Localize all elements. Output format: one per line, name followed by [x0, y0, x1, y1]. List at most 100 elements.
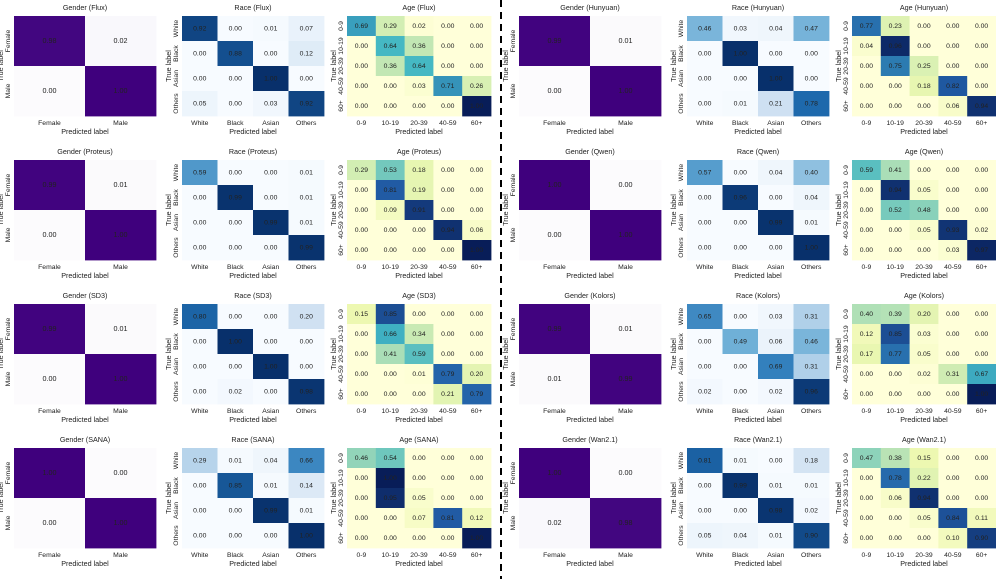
y-axis-label: True label — [329, 50, 338, 82]
heatmap-cell — [722, 235, 759, 261]
cell-value: 0.03 — [264, 100, 277, 107]
heatmap-cell — [880, 240, 910, 261]
y-tick-label: 60+ — [843, 532, 850, 544]
heatmap-cell — [404, 324, 434, 345]
y-tick-label: Black — [173, 45, 180, 62]
y-tick-label: 20-39 — [843, 489, 850, 507]
cell-value: 0.57 — [698, 169, 711, 176]
x-tick-label: 0-9 — [356, 120, 366, 127]
x-tick-label: Female — [543, 408, 566, 415]
cell-value: 0.00 — [698, 244, 711, 251]
y-tick-label: 0-9 — [843, 453, 850, 463]
y-axis-label: True label — [0, 338, 5, 370]
heatmap-cell — [758, 66, 794, 92]
heatmap-cell — [722, 304, 759, 330]
x-tick-label: 20-39 — [915, 408, 933, 415]
x-tick-label: Others — [801, 120, 822, 127]
heatmap-cell — [880, 16, 910, 37]
x-tick-label: 10-19 — [382, 408, 400, 415]
cell-value: 0.99 — [734, 482, 747, 489]
cell-value: 0.00 — [355, 43, 368, 50]
x-axis-label: Predicted label — [229, 415, 277, 424]
heatmap-cell — [404, 448, 434, 469]
heatmap-cell — [182, 235, 218, 261]
cell-value: 0.91 — [412, 207, 425, 214]
cell-value: 0.96 — [805, 388, 818, 395]
cell-value: 0.99 — [264, 219, 277, 226]
cell-value: 0.04 — [805, 194, 818, 201]
cell-value: 0.99 — [619, 374, 633, 383]
x-tick-label: White — [696, 264, 714, 271]
cell-value: 0.98 — [300, 388, 313, 395]
heatmap-cell — [433, 448, 463, 469]
y-tick-label: 10-19 — [338, 37, 345, 55]
cell-value: 0.00 — [917, 391, 930, 398]
heatmap-cell — [909, 240, 939, 261]
heatmap-cell — [793, 91, 830, 117]
cell-value: 0.00 — [384, 515, 397, 522]
heatmap-cell — [880, 468, 910, 489]
cell-value: 0.41 — [889, 167, 902, 174]
chart-title: Gender (Wan2.1) — [562, 435, 617, 444]
heatmap-cell — [404, 364, 434, 385]
y-tick-label: Others — [678, 93, 685, 114]
cell-value: 0.36 — [384, 63, 397, 70]
heatmap-cell — [938, 76, 968, 97]
heatmap-cell — [758, 448, 794, 474]
x-tick-label: 0-9 — [861, 408, 871, 415]
cell-value: 0.00 — [698, 50, 711, 57]
cell-value: 0.00 — [264, 194, 277, 201]
cell-value: 0.00 — [470, 351, 483, 358]
heatmap-cell — [793, 304, 830, 330]
heatmap-cell — [687, 448, 723, 474]
x-axis-label: Predicted label — [734, 415, 782, 424]
heatmap-cell — [852, 324, 882, 345]
cell-value: 0.00 — [917, 167, 930, 174]
heatmap-cell — [880, 448, 910, 469]
cell-value: 0.49 — [734, 338, 747, 345]
cell-value: 0.00 — [193, 194, 206, 201]
chart-title: Gender (SANA) — [60, 435, 110, 444]
cell-value: 0.01 — [619, 324, 633, 333]
cell-value: 0.00 — [470, 187, 483, 194]
x-tick-label: 20-39 — [410, 552, 428, 559]
chart-title: Gender (Flux) — [63, 3, 107, 12]
heatmap-cell — [880, 364, 910, 385]
x-tick-label: 40-59 — [439, 264, 457, 271]
heatmap-cell — [758, 41, 794, 67]
heatmap-cell — [909, 200, 939, 221]
cell-value: 0.00 — [946, 455, 959, 462]
heatmap-cell — [519, 448, 591, 499]
heatmap-cell — [687, 41, 723, 67]
heatmap-cell — [938, 488, 968, 509]
heatmap-cell — [967, 160, 996, 181]
heatmap-cell — [182, 210, 218, 236]
cell-value: 0.00 — [412, 247, 425, 254]
y-tick-label: 40-59 — [338, 77, 345, 95]
heatmap-cell — [347, 36, 377, 57]
cell-value: 0.00 — [193, 482, 206, 489]
cell-value: 0.01 — [548, 374, 562, 383]
x-axis-label: Predicted label — [566, 127, 614, 136]
cell-value: 0.00 — [470, 23, 483, 30]
heatmap-cell — [14, 160, 86, 211]
y-tick-label: Black — [678, 45, 685, 62]
heatmap-cell — [253, 379, 289, 405]
x-tick-label: 20-39 — [410, 408, 428, 415]
x-tick-label: White — [191, 408, 209, 415]
heatmap-cell — [967, 344, 996, 365]
heatmap-cell — [288, 160, 325, 186]
heatmap-cell — [793, 329, 830, 355]
y-tick-label: Black — [173, 189, 180, 206]
heatmap-cell — [852, 528, 882, 549]
cell-value: 0.00 — [193, 219, 206, 226]
heatmap-cell — [217, 16, 254, 42]
heatmap-cell — [462, 36, 492, 57]
heatmap-cell — [375, 96, 405, 117]
cell-value: 0.97 — [975, 247, 988, 254]
heatmap-cell — [909, 180, 939, 201]
heatmap-cell — [793, 379, 830, 405]
y-tick-label: 10-19 — [338, 181, 345, 199]
y-axis-label: True label — [669, 482, 678, 514]
